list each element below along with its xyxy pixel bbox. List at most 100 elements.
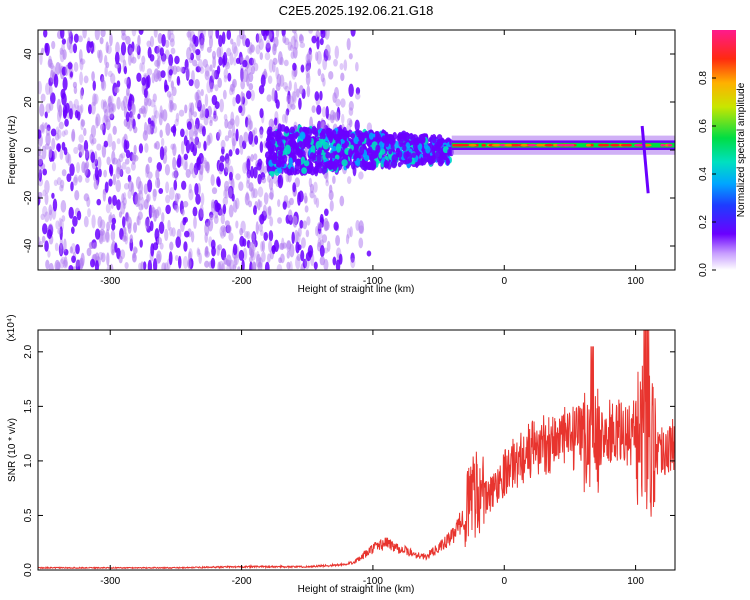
spectrogram-cell bbox=[317, 147, 322, 155]
spectrogram-cell bbox=[276, 264, 283, 270]
spectrogram-cell bbox=[323, 217, 329, 232]
spectrogram-cell bbox=[294, 169, 301, 175]
spectrogram-cell bbox=[91, 71, 95, 82]
spectrogram-cell bbox=[156, 237, 162, 245]
spectrogram-cell bbox=[147, 171, 153, 179]
spectrogram-cell bbox=[50, 128, 57, 137]
spectrogram-cell bbox=[535, 143, 545, 147]
spectrogram-cell bbox=[166, 91, 172, 98]
spectrogram-cell bbox=[133, 222, 138, 234]
spectrogram-cell bbox=[100, 123, 105, 131]
spectrogram-cell bbox=[246, 173, 251, 185]
spectrogram-cell bbox=[620, 143, 629, 147]
spectrogram-cell bbox=[350, 257, 356, 269]
spectrogram-cell bbox=[233, 46, 239, 58]
spectrogram-cell bbox=[267, 174, 271, 183]
spectrogram-cell bbox=[203, 116, 209, 126]
spectrogram-cell bbox=[395, 147, 401, 153]
spectrogram-cell bbox=[246, 169, 252, 179]
spectrogram-cell bbox=[348, 107, 354, 116]
spectrogram-cell bbox=[39, 103, 45, 117]
spectrogram-cell bbox=[246, 239, 251, 249]
spectrogram-cell bbox=[341, 159, 348, 167]
spectrogram-cell bbox=[43, 30, 48, 38]
spectrogram-cell bbox=[271, 144, 277, 152]
spectrogram-cell bbox=[319, 132, 324, 140]
spectrogram-spike bbox=[640, 125, 650, 194]
spectrogram-cell bbox=[187, 30, 192, 41]
spectrogram-cell bbox=[284, 37, 290, 46]
spectrogram-cell bbox=[184, 230, 190, 238]
spectrogram-cell bbox=[99, 219, 106, 230]
spectrogram-cell bbox=[168, 69, 173, 76]
spectrogram-cell bbox=[346, 227, 351, 239]
spectrogram-cell bbox=[188, 79, 194, 87]
spectrogram-cell bbox=[195, 117, 200, 130]
spectrogram-cell bbox=[104, 231, 111, 244]
spectrogram-cell bbox=[132, 252, 136, 259]
spectrogram-cell bbox=[73, 33, 79, 43]
spectrogram-cell bbox=[317, 167, 324, 174]
spectrogram-cell bbox=[298, 84, 304, 95]
spectrogram-cell bbox=[310, 144, 316, 155]
spectrogram-cell bbox=[171, 227, 176, 237]
spectrogram-cell bbox=[226, 30, 232, 40]
spectrogram-cell bbox=[198, 208, 204, 222]
spectrogram-cell bbox=[252, 239, 256, 252]
spectrogram-cell bbox=[61, 169, 67, 177]
spectrogram-cell bbox=[48, 262, 54, 270]
spectrogram-cell bbox=[76, 161, 81, 174]
spec-y-tick-label: 40 bbox=[23, 48, 34, 60]
spectrogram-cell bbox=[72, 215, 78, 227]
spectrogram-cell bbox=[92, 93, 97, 107]
spectrogram-cell bbox=[223, 257, 227, 265]
spectrogram-cell bbox=[206, 79, 212, 94]
spectrogram-cell bbox=[292, 91, 296, 102]
spectrogram-cell bbox=[417, 158, 423, 166]
spectrogram-cell bbox=[56, 98, 61, 112]
figure-title: C2E5.2025.192.06.21.G18 bbox=[279, 3, 434, 18]
spectrogram-cell bbox=[292, 215, 298, 228]
spectrogram-cell bbox=[186, 47, 192, 60]
spectrogram-cell bbox=[276, 73, 282, 88]
spectrogram-cell bbox=[246, 158, 251, 172]
spectrogram-cell bbox=[319, 245, 325, 258]
spectrogram-cell bbox=[56, 143, 61, 152]
spectrogram-cell bbox=[204, 260, 210, 268]
spectrogram-cell bbox=[147, 259, 153, 270]
spectrogram-cell bbox=[259, 108, 264, 119]
spectrogram-cell bbox=[104, 65, 108, 77]
spectrogram-cell bbox=[259, 141, 264, 154]
spectrogram-cell bbox=[99, 37, 104, 45]
spectrogram-cell bbox=[55, 220, 60, 230]
spectrogram-cell bbox=[138, 30, 144, 35]
spectrogram-cell bbox=[240, 91, 244, 105]
spectrogram-cell bbox=[93, 93, 99, 105]
spectrogram-cell bbox=[155, 168, 160, 180]
spectrogram-cell bbox=[86, 247, 92, 257]
spectrogram-cell bbox=[58, 104, 63, 119]
spectrogram-cell bbox=[388, 148, 393, 155]
spec-y-tick-label: 0 bbox=[23, 147, 34, 153]
spectrogram-cell bbox=[156, 250, 162, 264]
spectrogram-cell bbox=[288, 80, 292, 91]
spectrogram-cell bbox=[193, 216, 197, 229]
spectrogram-cell bbox=[268, 230, 274, 242]
spectrogram-cell bbox=[47, 58, 53, 68]
spectrogram-cell bbox=[125, 35, 131, 45]
spectrogram-cell bbox=[275, 66, 279, 80]
spectrogram-cell bbox=[172, 156, 177, 170]
spectrogram-cell bbox=[246, 231, 251, 240]
spectrogram-cell bbox=[80, 104, 84, 114]
spectrogram-cell bbox=[167, 219, 171, 231]
spectrogram-cell bbox=[188, 188, 194, 201]
spectrogram-cell bbox=[268, 118, 275, 129]
spectrogram-cell bbox=[268, 178, 274, 191]
spectrogram-cell bbox=[250, 89, 255, 102]
spectrogram-cell bbox=[69, 71, 73, 78]
spectrogram-cell bbox=[339, 195, 345, 207]
spectrogram-cell bbox=[261, 251, 266, 263]
spectrogram-cell bbox=[100, 30, 106, 38]
spectrogram-cell bbox=[279, 142, 285, 152]
spectrogram-cell bbox=[41, 235, 46, 243]
